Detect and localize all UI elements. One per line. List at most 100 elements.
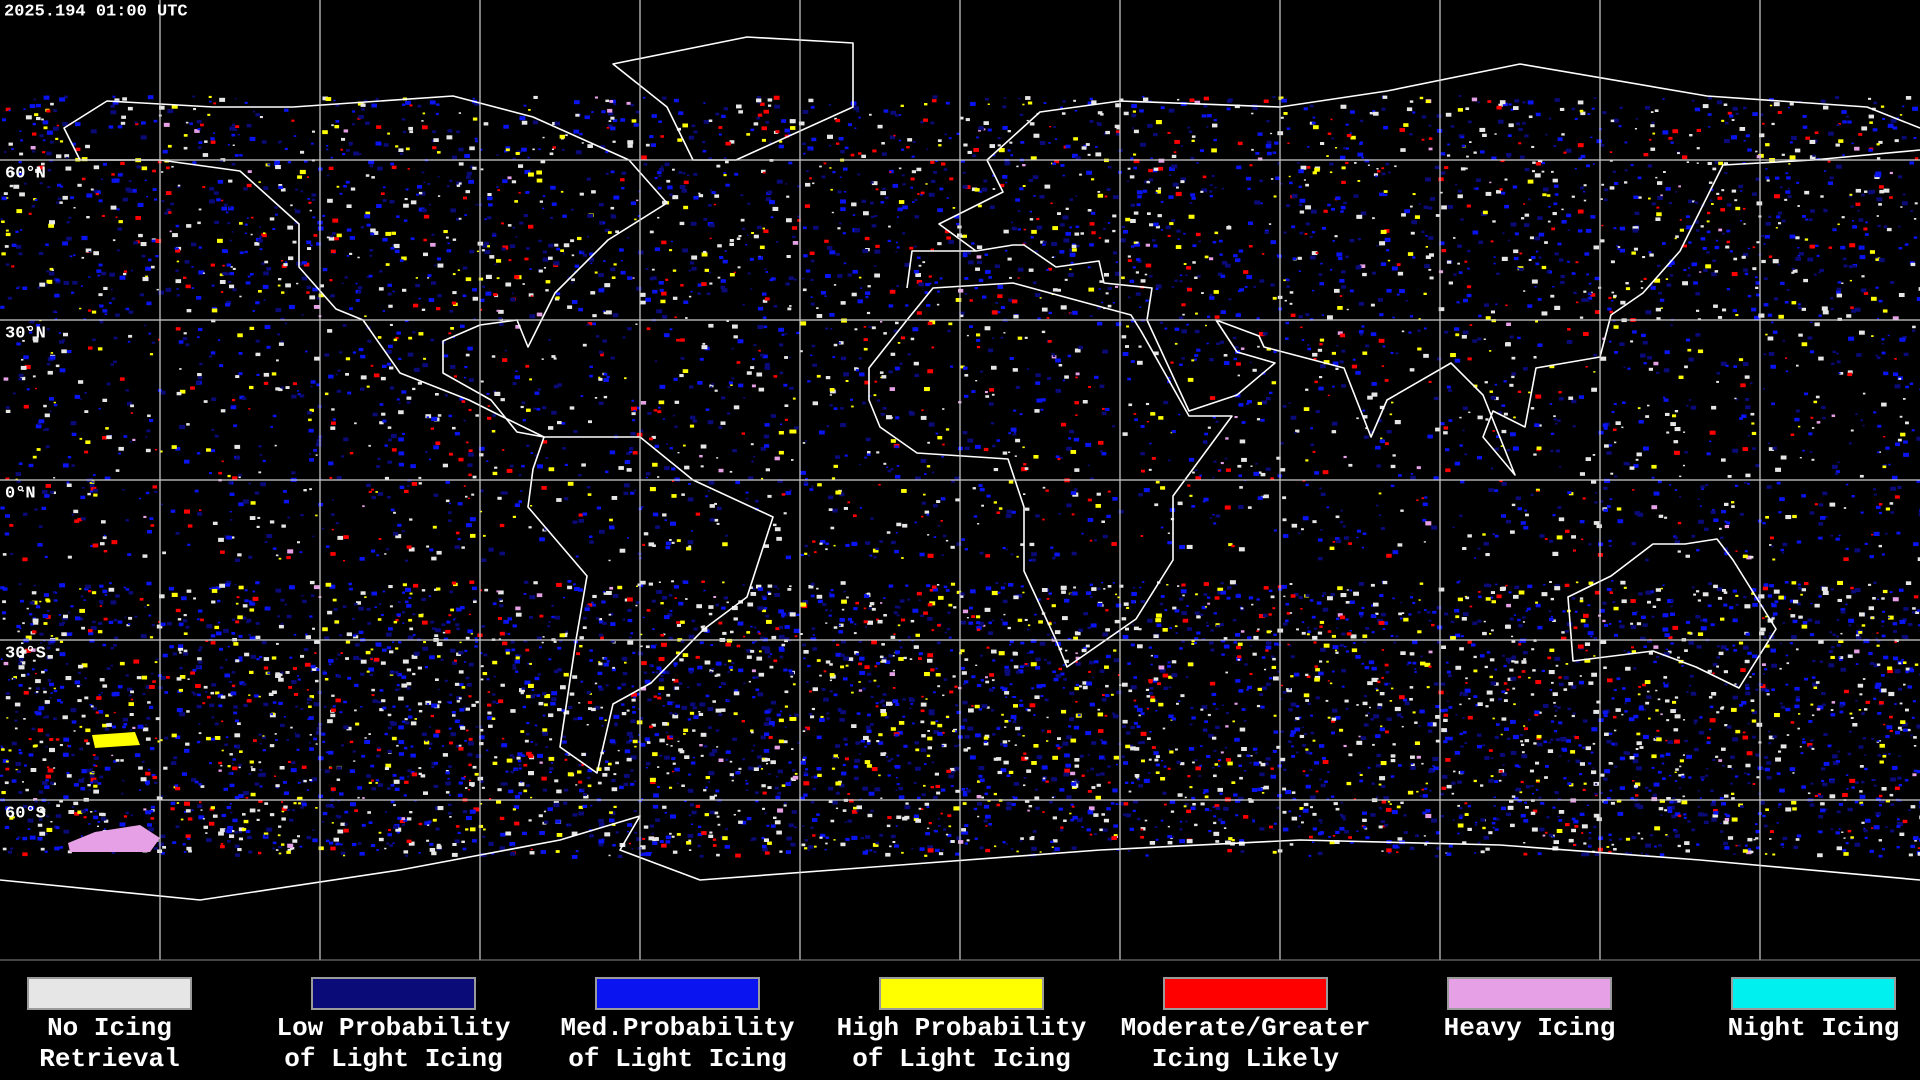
icing-pixel: [1317, 557, 1323, 561]
icing-pixel: [670, 521, 676, 526]
icing-pixel: [1121, 276, 1125, 280]
icing-pixel: [676, 338, 680, 342]
icing-pixel: [1133, 211, 1139, 215]
icing-pixel: [873, 556, 877, 559]
icing-pixel: [1097, 321, 1103, 326]
icing-pixel: [1194, 354, 1199, 357]
icing-pixel: [1123, 111, 1129, 116]
icing-pixel: [1439, 241, 1445, 246]
icing-pixel: [1126, 325, 1130, 328]
icing-pixel: [85, 144, 90, 149]
icing-pixel: [17, 286, 21, 289]
icing-pixel: [1843, 507, 1847, 509]
icing-pixel: [1650, 286, 1656, 290]
icing-pixel: [1370, 303, 1375, 307]
icing-pixel: [649, 664, 654, 667]
icing-pixel: [1112, 195, 1119, 200]
icing-pixel: [750, 129, 753, 131]
icing-pixel: [75, 147, 81, 151]
icing-pixel: [1752, 246, 1756, 249]
icing-pixel: [1139, 109, 1144, 113]
icing-pixel: [598, 401, 604, 405]
icing-pixel: [893, 329, 898, 333]
icing-pixel: [985, 586, 992, 591]
icing-pixel: [1289, 291, 1294, 294]
icing-pixel: [702, 141, 706, 144]
icing-pixel: [717, 244, 722, 248]
icing-pixel: [1842, 154, 1845, 157]
icing-pixel: [1845, 547, 1849, 550]
icing-pixel: [395, 336, 399, 340]
icing-pixel: [1868, 114, 1874, 119]
icing-pixel: [39, 182, 43, 185]
icing-pixel: [1114, 271, 1121, 276]
icing-pixel: [1125, 217, 1131, 222]
icing-pixel: [1838, 534, 1841, 537]
icing-pixel: [1002, 126, 1008, 130]
icing-pixel: [416, 193, 419, 196]
icing-pixel: [448, 765, 452, 768]
icing-pixel: [1006, 509, 1012, 514]
icing-pixel: [1772, 558, 1776, 561]
icing-pixel: [331, 528, 334, 531]
icing-pixel: [422, 363, 429, 368]
icing-pixel: [378, 538, 382, 540]
icing-pixel: [1571, 535, 1576, 539]
icing-pixel: [1392, 316, 1395, 319]
icing-pixel: [836, 142, 840, 145]
icing-pixel: [228, 280, 232, 283]
icing-pixel: [831, 211, 834, 214]
icing-pixel: [545, 280, 551, 284]
icing-pixel: [391, 165, 397, 170]
icing-pixel: [1137, 195, 1142, 199]
icing-pixel: [6, 197, 9, 199]
icing-pixel: [1147, 212, 1151, 215]
icing-pixel: [1603, 486, 1608, 490]
icing-pixel: [1755, 150, 1758, 153]
icing-pixel: [158, 338, 161, 341]
icing-pixel: [548, 467, 555, 472]
icing-pixel: [1717, 316, 1723, 319]
icing-pixel: [1762, 122, 1765, 125]
icing-pixel: [346, 204, 352, 208]
icing-pixel: [505, 148, 510, 152]
icing-pixel: [1214, 315, 1220, 319]
icing-pixel: [829, 404, 833, 407]
icing-pixel: [1670, 274, 1674, 277]
icing-pixel: [1520, 521, 1526, 525]
icing-pixel: [209, 472, 212, 475]
icing-pixel: [518, 191, 521, 194]
icing-pixel: [1877, 424, 1882, 428]
icing-pixel: [1580, 111, 1586, 116]
icing-pixel: [1607, 307, 1612, 311]
icing-pixel: [1896, 531, 1901, 535]
icing-pixel: [1087, 101, 1093, 105]
icing-pixel: [603, 260, 606, 262]
icing-pixel: [166, 166, 170, 170]
icing-pixel: [1725, 521, 1731, 525]
icing-pixel: [5, 229, 9, 232]
icing-pixel: [1289, 612, 1293, 614]
icing-pixel: [336, 815, 342, 819]
icing-pixel: [1219, 253, 1223, 256]
icing-pixel: [479, 308, 483, 311]
icing-pixel: [587, 322, 593, 326]
icing-pixel: [425, 414, 432, 419]
icing-pixel: [1714, 161, 1719, 164]
icing-pixel: [1881, 338, 1885, 341]
icing-pixel: [11, 148, 14, 150]
icing-pixel: [1160, 526, 1164, 529]
icing-pixel: [1875, 171, 1882, 176]
icing-pixel: [1668, 136, 1673, 140]
icing-pixel: [1554, 98, 1560, 102]
icing-pixel: [804, 440, 807, 442]
icing-pixel: [1864, 542, 1868, 545]
icing-pixel: [42, 687, 46, 690]
icing-pixel: [721, 396, 726, 400]
icing-pixel: [231, 133, 236, 137]
icing-pixel: [1503, 380, 1507, 383]
icing-pixel: [1199, 149, 1205, 153]
icing-pixel: [860, 287, 863, 289]
icing-pixel: [1581, 298, 1587, 302]
icing-pixel: [1098, 440, 1104, 445]
